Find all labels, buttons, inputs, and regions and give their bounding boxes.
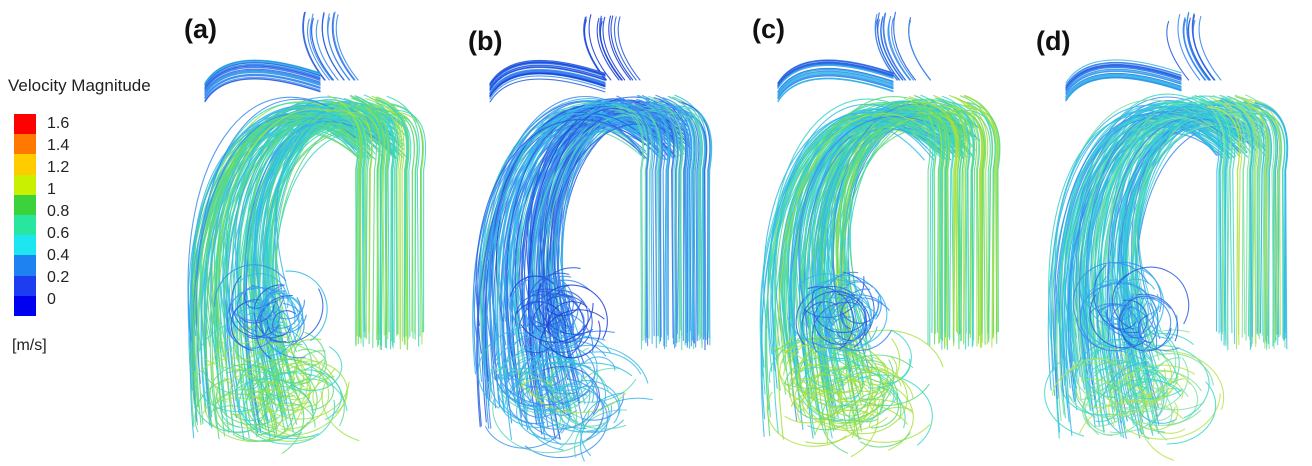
colorbar-tick-label: 0.6	[47, 225, 70, 242]
panel-b	[430, 0, 730, 466]
panel-label-a: (a)	[184, 14, 217, 44]
panel-c	[718, 0, 1018, 466]
colorbar-segment	[14, 134, 36, 155]
colorbar-tick-label: 0.4	[47, 247, 70, 264]
colorbar-tick-label: 0.8	[47, 203, 70, 220]
streamline-image-c	[759, 11, 1001, 458]
colorbar-tick-label: 1.6	[47, 115, 70, 132]
streamlines	[472, 14, 713, 462]
colorbar-segment	[14, 174, 36, 195]
streamlines	[187, 11, 427, 454]
panel-d	[1000, 0, 1312, 466]
unit-label: [m/s]	[12, 337, 47, 354]
streamline-image-b	[472, 14, 713, 462]
colorbar-tick-label: 1.4	[47, 137, 70, 154]
panel-a	[150, 0, 440, 466]
panel-label-c: (c)	[752, 14, 785, 44]
colorbar-segment	[14, 275, 36, 296]
colorbar-segment	[14, 235, 36, 256]
colorbar-segment	[14, 295, 36, 316]
colorbar-segment	[14, 114, 36, 135]
colorbar-tick-label: 0.2	[47, 269, 70, 286]
panel-label-d: (d)	[1036, 26, 1071, 56]
colorbar-tick-label: 1.2	[47, 159, 70, 176]
colorbar-tick-label: 1	[47, 181, 56, 198]
streamlines	[759, 11, 1001, 458]
colorbar-segment	[14, 154, 36, 175]
colorbar-segment	[14, 214, 36, 236]
colorbar-segment	[14, 194, 36, 215]
legend-title: Velocity Magnitude	[8, 76, 151, 95]
streamline-image-a	[187, 11, 427, 454]
colorbar-segment	[14, 255, 36, 276]
colorbar	[14, 114, 36, 316]
streamlines	[1044, 11, 1289, 461]
streamline-image-d	[1044, 11, 1289, 461]
panel-label-b: (b)	[468, 26, 503, 56]
colorbar-tick-label: 0	[47, 291, 56, 308]
